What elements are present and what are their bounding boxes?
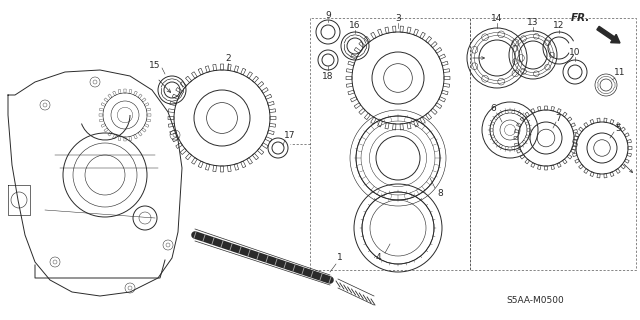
Text: 12: 12 — [554, 20, 564, 29]
Text: 2: 2 — [225, 53, 231, 62]
Text: 6: 6 — [490, 103, 496, 113]
Text: 18: 18 — [323, 71, 333, 81]
Text: 3: 3 — [395, 13, 401, 22]
Text: 16: 16 — [349, 20, 361, 29]
Text: 10: 10 — [569, 47, 580, 57]
Text: 1: 1 — [337, 253, 343, 262]
Text: 17: 17 — [284, 131, 296, 140]
Text: 9: 9 — [325, 11, 331, 20]
Text: 15: 15 — [149, 60, 161, 69]
Text: 7: 7 — [555, 114, 561, 123]
Text: FR.: FR. — [571, 13, 590, 23]
Text: 14: 14 — [492, 13, 502, 22]
FancyArrow shape — [597, 26, 620, 43]
Text: 8: 8 — [437, 188, 443, 197]
Text: 5: 5 — [615, 124, 621, 132]
Text: 4: 4 — [375, 253, 381, 262]
Text: 13: 13 — [527, 18, 539, 27]
Text: S5AA-M0500: S5AA-M0500 — [506, 296, 564, 305]
Text: 11: 11 — [614, 68, 626, 76]
